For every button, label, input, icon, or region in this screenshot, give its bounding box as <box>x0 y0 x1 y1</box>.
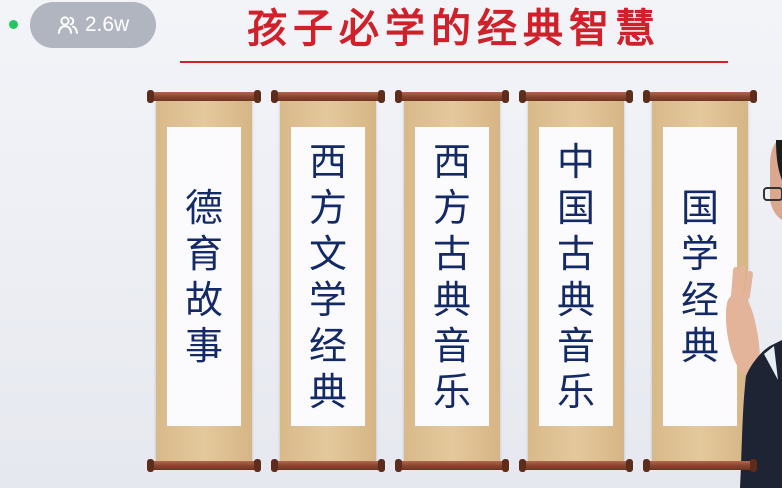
title-underline <box>180 61 728 63</box>
scroll-top-rod <box>147 90 261 103</box>
scroll-paper: 德育故事 <box>156 100 252 462</box>
scroll-paper: 国学经典 <box>652 100 748 462</box>
scroll-bottom-rod <box>519 459 633 472</box>
scroll-inner-panel: 国学经典 <box>663 127 737 426</box>
scroll-chinese-classical-music: 中国古典音乐 <box>519 90 633 472</box>
scroll-moral-stories: 德育故事 <box>147 90 261 472</box>
scroll-top-rod <box>519 90 633 103</box>
scroll-label: 国学经典 <box>680 185 719 368</box>
scroll-inner-panel: 西方古典音乐 <box>415 127 489 426</box>
scroll-top-rod <box>395 90 509 103</box>
scroll-bottom-rod <box>147 459 261 472</box>
scroll-western-classical-music: 西方古典音乐 <box>395 90 509 472</box>
scroll-paper: 西方古典音乐 <box>404 100 500 462</box>
scroll-western-literature: 西方文学经典 <box>271 90 385 472</box>
scroll-inner-panel: 中国古典音乐 <box>539 127 613 426</box>
viewer-count-badge[interactable]: 2.6w <box>30 2 156 48</box>
scroll-label: 西方古典音乐 <box>432 139 471 414</box>
viewer-count-text: 2.6w <box>84 13 130 36</box>
people-icon <box>57 14 79 36</box>
scroll-bottom-rod <box>271 459 385 472</box>
scroll-paper: 中国古典音乐 <box>528 100 624 462</box>
scroll-top-rod <box>643 90 757 103</box>
scroll-bottom-rod <box>395 459 509 472</box>
scroll-paper: 西方文学经典 <box>280 100 376 462</box>
scroll-bottom-rod <box>643 459 757 472</box>
scroll-inner-panel: 西方文学经典 <box>291 127 365 426</box>
scroll-top-rod <box>271 90 385 103</box>
scroll-inner-panel: 德育故事 <box>167 127 241 426</box>
scroll-chinese-classics: 国学经典 <box>643 90 757 472</box>
live-indicator-dot <box>9 20 18 29</box>
scroll-label: 德育故事 <box>184 185 223 368</box>
scroll-label: 中国古典音乐 <box>556 139 595 414</box>
scroll-label: 西方文学经典 <box>308 139 347 414</box>
slide-title: 孩子必学的经典智慧 <box>247 6 661 52</box>
